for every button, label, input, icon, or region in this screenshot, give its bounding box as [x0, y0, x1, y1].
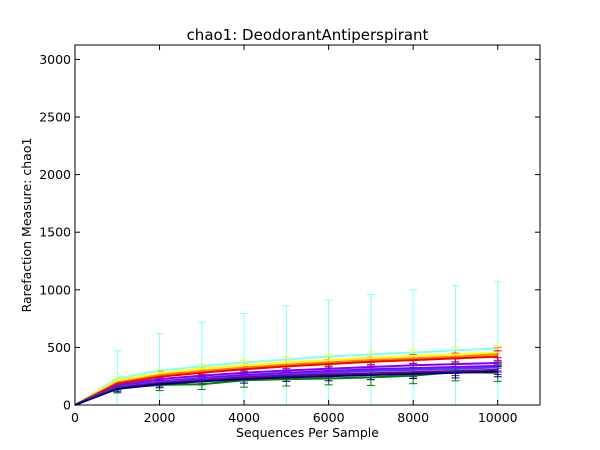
y-tick-label: 500: [47, 340, 71, 355]
plot-frame: [74, 44, 541, 406]
y-tick-label: 2000: [39, 167, 71, 182]
y-tick-label: 0: [63, 398, 71, 413]
series-line: [74, 353, 498, 406]
x-axis-label: Sequences Per Sample: [236, 425, 379, 440]
x-tick-label: 4000: [228, 410, 260, 425]
y-tick-label: 1000: [39, 282, 71, 297]
series-line: [74, 370, 498, 406]
y-tick-label: 3000: [39, 52, 71, 67]
x-tick-label: 10000: [478, 410, 518, 425]
y-tick-label: 1500: [39, 225, 71, 240]
series-line: [74, 347, 498, 406]
series-line: [74, 355, 498, 406]
x-tick-label: 0: [71, 410, 79, 425]
x-tick-label: 8000: [397, 410, 429, 425]
x-tick-label: 2000: [144, 410, 176, 425]
x-tick-label: 6000: [313, 410, 345, 425]
y-tick-label: 2500: [39, 110, 71, 125]
series-line: [74, 368, 498, 406]
plot-area: [74, 281, 502, 406]
chart-title: chao1: DeodorantAntiperspirant: [187, 26, 429, 44]
y-axis-label: Rarefaction Measure: chao1: [19, 138, 34, 313]
axis-ticks: 0 2000 4000 6000 8000 10000 0 500 1000 1500 2000 25…: [39, 45, 540, 425]
series-line: [74, 351, 498, 406]
series-line: [74, 361, 498, 406]
